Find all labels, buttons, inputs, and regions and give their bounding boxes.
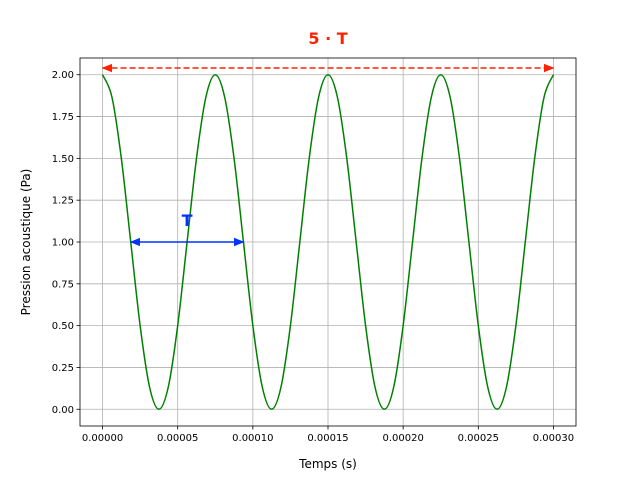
y-tick-label: 1.25 <box>52 196 74 207</box>
sine-line <box>101 73 555 411</box>
x-tick-label: 0.00010 <box>232 433 273 444</box>
x-axis-label: Temps (s) <box>298 457 357 471</box>
x-tick-label: 0.00005 <box>157 433 198 444</box>
y-tick-label: 1.00 <box>52 238 74 249</box>
x-tick-label: 0.00020 <box>382 433 423 444</box>
y-tick-label: 0.50 <box>52 321 74 332</box>
x-tick-label: 0.00025 <box>458 433 499 444</box>
x-tick-label: 0.00015 <box>307 433 348 444</box>
annotation-text: 5 · T <box>308 29 347 48</box>
y-tick-label: 0.00 <box>52 405 74 416</box>
plot-frame <box>79 57 577 427</box>
x-tick-label: 0.00030 <box>533 433 574 444</box>
y-tick-label: 1.75 <box>52 112 74 123</box>
y-tick-label: 0.75 <box>52 279 74 290</box>
y-tick-label: 1.50 <box>52 154 74 165</box>
y-tick-label: 2.00 <box>52 70 74 81</box>
x-tick-label: 0.00000 <box>82 433 123 444</box>
y-tick-label: 0.25 <box>52 363 74 374</box>
annotation-text: T <box>182 211 193 230</box>
y-axis-label: Pression acoustique (Pa) <box>19 169 33 316</box>
